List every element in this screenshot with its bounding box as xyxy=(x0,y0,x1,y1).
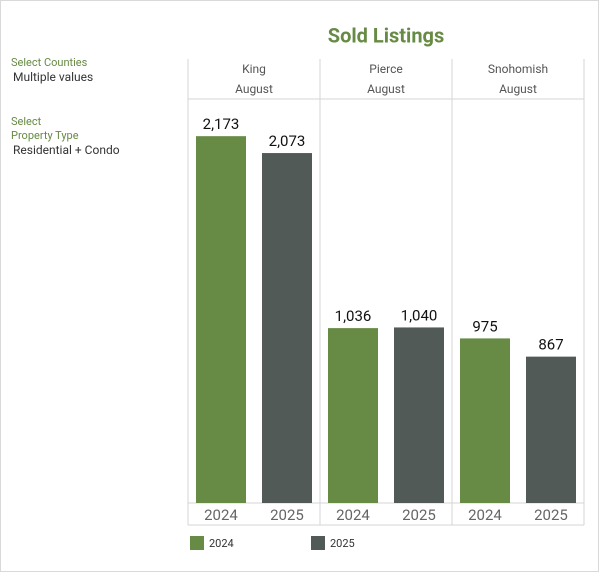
category-label: Pierce xyxy=(369,62,402,76)
bar[interactable] xyxy=(262,153,312,503)
x-tick-label: 2025 xyxy=(270,506,304,524)
x-tick-label: 2025 xyxy=(534,506,568,524)
filter-label: Property Type xyxy=(11,129,79,142)
filter-value[interactable]: Multiple values xyxy=(13,70,93,84)
filter-label: Select Counties xyxy=(11,56,88,69)
category-label: King xyxy=(242,62,266,76)
x-tick-label: 2025 xyxy=(402,506,436,524)
value-label: 1,040 xyxy=(401,306,438,324)
x-tick-label: 2024 xyxy=(468,506,502,524)
legend-label[interactable]: 2024 xyxy=(209,537,234,550)
value-label: 975 xyxy=(472,317,497,335)
bar[interactable] xyxy=(328,328,378,503)
legend-swatch xyxy=(190,536,204,550)
value-label: 2,173 xyxy=(203,115,240,133)
period-label: August xyxy=(499,82,537,96)
bar[interactable] xyxy=(526,356,576,503)
filter-value[interactable]: Residential + Condo xyxy=(13,143,120,157)
category-label: Snohomish xyxy=(488,62,548,76)
x-tick-label: 2024 xyxy=(336,506,370,524)
chart-title: Sold Listings xyxy=(328,23,444,47)
value-label: 867 xyxy=(538,336,563,354)
value-label: 1,036 xyxy=(335,307,372,325)
x-tick-label: 2024 xyxy=(204,506,238,524)
legend-label[interactable]: 2025 xyxy=(330,537,355,550)
legend-swatch xyxy=(311,536,325,550)
value-label: 2,073 xyxy=(269,132,306,150)
filter-label: Select xyxy=(11,115,42,128)
period-label: August xyxy=(235,82,273,96)
bar[interactable] xyxy=(394,327,444,503)
bar[interactable] xyxy=(460,338,510,503)
period-label: August xyxy=(367,82,405,96)
bar[interactable] xyxy=(196,136,246,503)
